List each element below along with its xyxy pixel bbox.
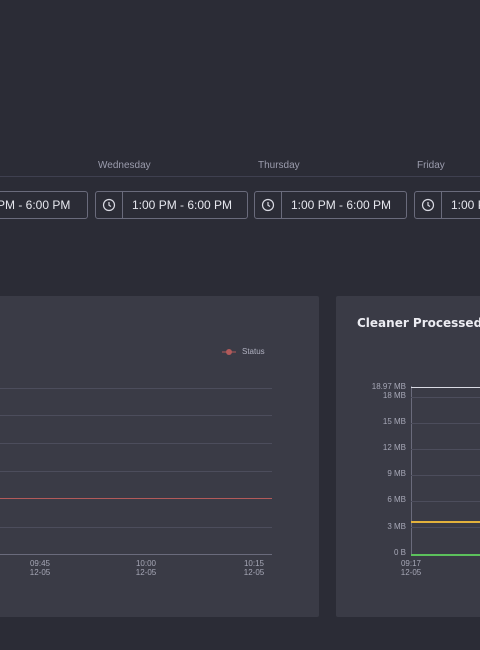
clock-icon[interactable] xyxy=(255,192,282,218)
x-tick-label: 09:17 12-05 xyxy=(400,559,422,577)
grid-line xyxy=(411,423,480,424)
grid-line xyxy=(411,475,480,476)
day-label-friday: Friday xyxy=(417,160,445,171)
y-tick-label: 0 B xyxy=(393,548,406,557)
status-chart-panel: Status 09:45 12-05 10:00 12-05 10:15 12-05 xyxy=(0,296,319,617)
day-label-wednesday: Wednesday xyxy=(98,160,151,171)
time-range-text: PM - 6:00 PM xyxy=(0,198,71,212)
grid-line xyxy=(0,415,272,416)
time-range-field-wednesday[interactable]: 1:00 PM - 6:00 PM xyxy=(95,191,248,219)
series-line-green xyxy=(411,554,480,556)
day-label-thursday: Thursday xyxy=(258,160,300,171)
y-tick-label: 6 MB xyxy=(387,495,406,504)
grid-line xyxy=(411,449,480,450)
grid-line xyxy=(0,388,272,389)
grid-line xyxy=(411,501,480,502)
grid-line xyxy=(411,397,480,398)
schedule-divider xyxy=(0,176,480,177)
x-tick-label: 09:45 12-05 xyxy=(29,559,51,577)
time-range-text: 1:00 PM - 6:00 PM xyxy=(291,198,392,212)
y-axis-line xyxy=(411,386,412,554)
clock-icon[interactable] xyxy=(415,192,442,218)
time-range-field-tuesday[interactable]: PM - 6:00 PM xyxy=(0,191,88,219)
x-tick-label: 10:00 12-05 xyxy=(135,559,157,577)
y-tick-label: 9 MB xyxy=(387,469,406,478)
series-line-yellow xyxy=(411,521,480,523)
time-range-text: 1:00 PM - 6:00 PM xyxy=(132,198,233,212)
grid-line xyxy=(0,527,272,528)
y-tick-label: 15 MB xyxy=(382,417,406,426)
time-range-text: 1:00 P xyxy=(451,198,480,212)
clock-icon[interactable] xyxy=(96,192,123,218)
grid-line xyxy=(0,471,272,472)
legend-marker xyxy=(222,349,236,355)
y-tick-label: 3 MB xyxy=(387,522,406,531)
panel-title: Cleaner Processed xyxy=(357,316,480,330)
time-range-field-thursday[interactable]: 1:00 PM - 6:00 PM xyxy=(254,191,407,219)
status-series-line xyxy=(0,498,272,499)
grid-line xyxy=(0,443,272,444)
legend-status: Status xyxy=(242,347,265,356)
x-tick-label: 10:15 12-05 xyxy=(243,559,265,577)
y-tick-label: 18.97 MB xyxy=(371,382,406,391)
series-line-top xyxy=(411,387,480,388)
grid-line xyxy=(411,527,480,528)
y-tick-label: 18 MB xyxy=(382,391,406,400)
x-axis-line xyxy=(0,554,272,555)
time-range-field-friday[interactable]: 1:00 P xyxy=(414,191,480,219)
cleaner-processed-panel: Cleaner Processed 18.97 MB 18 MB 15 MB 1… xyxy=(336,296,480,617)
y-tick-label: 12 MB xyxy=(382,443,406,452)
